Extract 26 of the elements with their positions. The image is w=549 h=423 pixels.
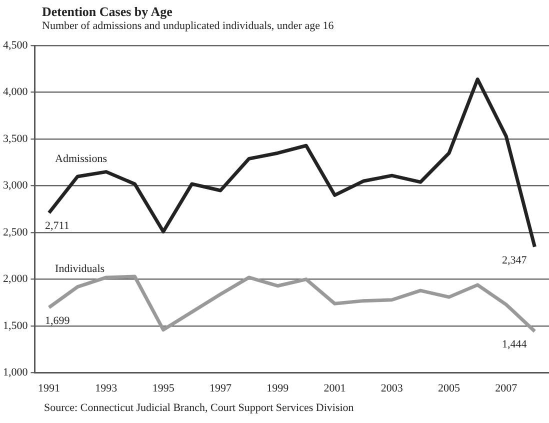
x-tick-label: 2007	[495, 382, 518, 394]
series-label: Individuals	[55, 263, 105, 276]
y-tick-label: 3,500	[3, 132, 28, 145]
y-tick-label: 4,500	[3, 39, 28, 52]
source-note: Source: Connecticut Judicial Branch, Court Support Services Division	[44, 402, 354, 414]
x-tick-label: 1999	[266, 382, 290, 394]
y-tick-label: 3,000	[3, 180, 28, 192]
x-tick-label: 2005	[438, 382, 461, 394]
x-tick-label: 2003	[380, 382, 404, 394]
x-tick-label: 1997	[209, 382, 232, 394]
y-tick-label: 1,500	[3, 320, 28, 332]
x-tick-label: 1995	[152, 382, 175, 394]
x-tick-label: 1993	[95, 382, 118, 394]
y-tick-label: 2,500	[3, 226, 28, 238]
series-label: Admissions	[55, 152, 108, 165]
y-tick-label: 1,000	[3, 366, 28, 379]
data-label: 1,444	[502, 338, 528, 351]
data-label: 1,699	[45, 314, 70, 327]
y-tick-label: 2,000	[3, 273, 28, 286]
data-label: 2,711	[45, 220, 70, 232]
chart-subtitle: Number of admissions and unduplicated individuals, under age 16	[42, 20, 334, 32]
data-label: 2,347	[502, 254, 528, 266]
chart-title: Detention Cases by Age	[42, 4, 172, 20]
x-tick-label: 2001	[324, 382, 346, 394]
x-tick-label: 1991	[38, 382, 60, 394]
y-tick-label: 4,000	[3, 86, 28, 98]
